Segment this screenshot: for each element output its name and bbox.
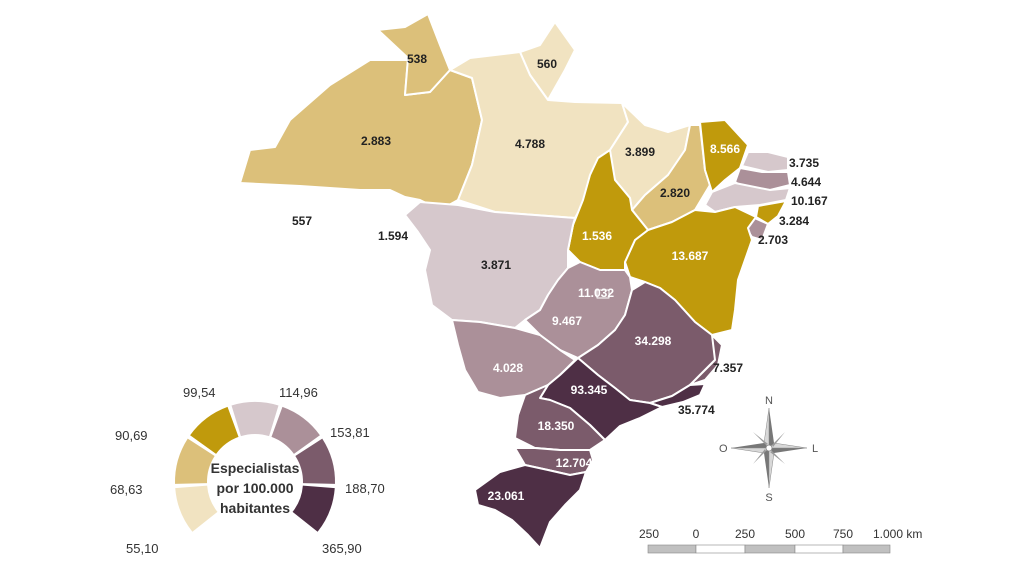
state-value-df: 11.032	[578, 286, 614, 300]
legend-break-8: 365,90	[322, 541, 362, 556]
state-value-mg: 34.298	[635, 334, 672, 348]
scale-tick-3: 250	[735, 527, 755, 541]
state-value-ro: 1.594	[378, 229, 408, 243]
state-df[interactable]	[596, 289, 610, 299]
legend-title-line2: por 100.000	[216, 480, 293, 496]
legend-segment-3	[190, 406, 239, 454]
state-ba[interactable]	[624, 206, 757, 336]
legend-title-line1: Especialistas	[211, 460, 300, 476]
state-value-pi: 2.820	[660, 186, 690, 200]
scale-tick-1: 250	[639, 527, 659, 541]
state-value-al: 3.284	[779, 214, 809, 228]
compass-east: L	[812, 443, 818, 455]
legend-segment-5	[271, 406, 320, 454]
state-rs[interactable]	[474, 464, 587, 549]
state-value-pr: 18.350	[538, 419, 575, 433]
state-value-ac: 557	[292, 214, 312, 228]
compass-west: O	[719, 443, 728, 455]
legend: Especialistas por 100.000 habitantes 55,…	[110, 385, 385, 556]
state-value-se: 2.703	[758, 233, 788, 247]
legend-segment-2	[175, 438, 215, 484]
state-value-ap: 560	[537, 57, 557, 71]
legend-segment-4	[231, 402, 279, 437]
state-value-rr: 538	[407, 52, 427, 66]
state-value-labels: 538 560 2.883 4.788 3.899 8.566 2.820 55…	[292, 52, 828, 503]
scale-tick-5: 750	[833, 527, 853, 541]
state-ce[interactable]	[699, 119, 749, 193]
legend-break-4: 99,54	[183, 385, 216, 400]
state-value-pb: 4.644	[791, 175, 821, 189]
state-es[interactable]	[689, 334, 723, 386]
state-value-am: 2.883	[361, 134, 391, 148]
legend-segment-1	[175, 485, 218, 532]
state-to[interactable]	[567, 149, 649, 271]
state-value-ms: 4.028	[493, 361, 523, 375]
legend-title-line3: habitantes	[220, 500, 290, 516]
state-value-rn: 3.735	[789, 156, 819, 170]
legend-break-5: 114,96	[279, 385, 318, 400]
state-value-go: 9.467	[552, 314, 582, 328]
legend-break-1: 55,10	[126, 541, 159, 556]
scale-tick-4: 500	[785, 527, 805, 541]
state-pr[interactable]	[514, 384, 606, 451]
state-rj[interactable]	[649, 383, 706, 408]
state-value-to: 1.536	[582, 229, 612, 243]
legend-segment-7	[292, 485, 335, 532]
state-value-rs: 23.061	[488, 489, 525, 503]
state-value-sc: 12.704	[556, 456, 593, 470]
legend-segment-6	[295, 438, 335, 484]
state-value-rj: 35.774	[678, 403, 715, 417]
legend-break-3: 90,69	[115, 428, 148, 443]
state-shapes	[239, 13, 791, 549]
state-value-mt: 3.871	[481, 258, 511, 272]
state-value-ce: 8.566	[710, 142, 740, 156]
state-value-es: 7.357	[713, 361, 743, 375]
scale-tick-2: 0	[693, 527, 700, 541]
compass-south: S	[765, 492, 772, 504]
scale-tick-6: 1.000 km	[873, 527, 922, 541]
compass-north: N	[765, 395, 773, 407]
scale-bar: 250 0 250 500 750 1.000 km	[639, 527, 922, 554]
legend-break-7: 188,70	[345, 481, 385, 496]
state-value-pe: 10.167	[791, 194, 828, 208]
state-value-sp: 93.345	[571, 383, 608, 397]
compass-rose-icon: N S L O	[719, 395, 818, 504]
state-rn[interactable]	[741, 151, 789, 173]
state-al[interactable]	[755, 200, 787, 225]
legend-break-6: 153,81	[330, 425, 370, 440]
state-value-ba: 13.687	[672, 249, 709, 263]
legend-break-2: 68,63	[110, 482, 143, 497]
legend-color-ring	[175, 402, 335, 532]
state-value-ma: 3.899	[625, 145, 655, 159]
state-value-pa: 4.788	[515, 137, 545, 151]
